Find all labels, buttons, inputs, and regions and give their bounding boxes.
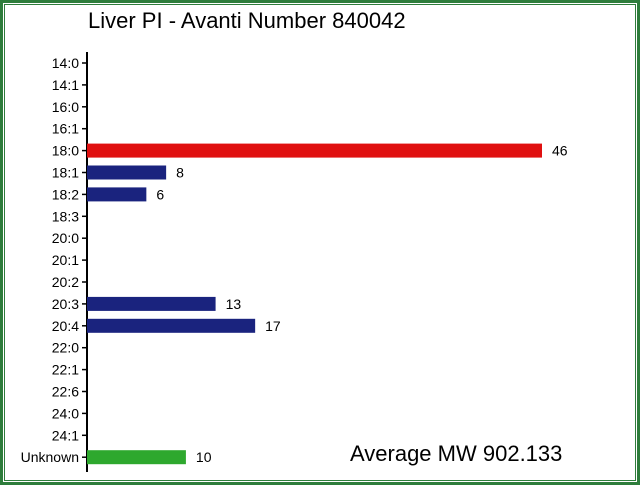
y-tick-label: 18:0 — [52, 143, 79, 159]
bar-value-label: 10 — [196, 449, 212, 465]
y-tick-label: 18:2 — [52, 186, 79, 202]
y-tick-label: 16:0 — [52, 99, 79, 115]
data-labels: 46 86 13 17 10 — [156, 143, 567, 466]
y-tick-label: 22:0 — [52, 340, 79, 356]
bar-value-label: 8 — [176, 165, 184, 181]
y-tick-label: 18:1 — [52, 165, 79, 181]
y-tick-label: 24:0 — [52, 405, 79, 421]
y-tick-label: 20:1 — [52, 252, 79, 268]
y-tick-label: 22:6 — [52, 384, 79, 400]
bar-20-3 — [87, 296, 216, 311]
y-tick-label: 14:1 — [52, 77, 79, 93]
y-tick-label: 18:3 — [52, 208, 79, 224]
y-tick-label: 20:4 — [52, 318, 79, 334]
y-tick-label: 20:2 — [52, 274, 79, 290]
bar-18-0 — [87, 143, 542, 158]
bar-unknown — [87, 450, 186, 465]
average-mw-annotation: Average MW 902.133 — [350, 441, 562, 466]
bar-value-label: 17 — [265, 318, 281, 334]
y-tick-label: 22:1 — [52, 362, 79, 378]
bars — [87, 143, 542, 465]
bar-18-2 — [87, 187, 147, 202]
y-tick-label: 14:0 — [52, 55, 79, 71]
bar-value-label: 13 — [226, 296, 242, 312]
bar-20-4 — [87, 318, 256, 333]
y-tick-label: 20:0 — [52, 230, 79, 246]
y-tick-label: 20:3 — [52, 296, 79, 312]
bar-18-1 — [87, 165, 167, 180]
chart-title: Liver PI - Avanti Number 840042 — [88, 8, 406, 33]
y-tick-label: Unknown — [21, 449, 79, 465]
y-tick-label: 16:1 — [52, 121, 79, 137]
bar-value-label: 6 — [156, 186, 164, 202]
y-axis-ticks: 14:0 14:1 16:0 16:1 18:0 18:1 18:2 18:3 20:0 20:1… — [21, 55, 87, 465]
bar-value-label: 46 — [552, 143, 568, 159]
y-tick-label: 24:1 — [52, 427, 79, 443]
